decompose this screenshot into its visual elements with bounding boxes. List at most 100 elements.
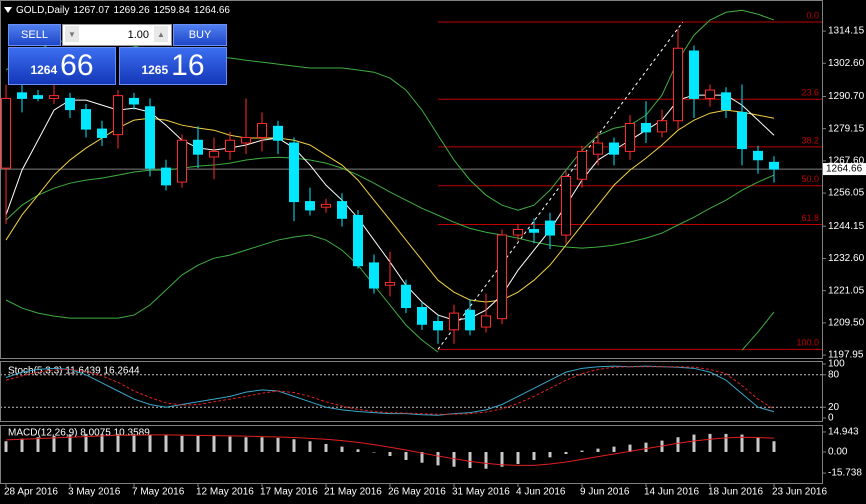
indicator-line [5,156,775,249]
lot-down[interactable]: ▼ [65,26,79,42]
candle-body [401,284,411,309]
header-high: 1269.26 [113,5,150,16]
candle-body [481,315,491,328]
candle-body [1,97,11,169]
histogram-bar [68,434,72,452]
y-tick-label: 1302.60 [828,58,865,69]
candle-body [129,97,139,105]
y-tick-label: 0.00 [828,447,848,458]
histogram-bar [148,434,152,452]
candle-body [657,120,667,133]
header-open: 1267.07 [73,5,110,16]
y-tick-label: 1209.50 [828,318,865,329]
histogram-bar [36,437,40,452]
candle-body [337,201,347,219]
histogram-bar [548,451,552,458]
x-tick-label: 28 Apr 2016 [4,487,58,498]
histogram-bar [724,433,728,452]
indicator-line [5,234,775,353]
plot-area [4,433,776,469]
buy-price[interactable]: 1265 16 [119,47,227,85]
candle-body [609,142,619,155]
sell-price[interactable]: 1264 66 [8,47,116,85]
candle-body [673,47,683,122]
x-tick-label: 3 May 2016 [68,487,121,498]
header: GOLD,Daily 1267.07 1269.26 1259.84 1264.66 [4,5,234,16]
candle-body [49,95,59,99]
histogram-bar [772,441,776,452]
histogram-bar [532,451,536,461]
histogram-bar [116,433,120,452]
candle-body [593,142,603,155]
histogram-bar [84,433,88,452]
x-tick-label: 4 Jun 2016 [516,487,566,498]
y-tick-label: 0 [828,413,834,424]
plot-area: 0.0 23.6 38.2 50.0 61.8 100.0 [1,9,822,353]
last-price-label: 1264.66 [826,164,863,175]
candle-body [433,320,443,331]
y-tick-label: 1314.15 [828,26,865,37]
histogram-bar [20,438,24,452]
x-tick-label: 31 May 2016 [452,487,510,498]
histogram-bar [260,437,264,452]
candle-body [769,161,779,170]
histogram-bar [340,446,344,452]
x-tick-label: 12 May 2016 [196,487,254,498]
y-tick-label: 80 [828,369,840,380]
histogram-bar [4,441,8,452]
histogram-bar [564,451,568,454]
candle-body [449,312,459,331]
candle-body [209,150,219,158]
histogram-bar [596,448,600,452]
candle-body [113,95,123,136]
histogram-bar [52,435,56,452]
header-low: 1259.84 [153,5,190,16]
candle-body [465,309,475,331]
histogram-bar [324,443,328,452]
histogram-bar [740,434,744,452]
candle-body [97,128,107,138]
histogram-bar [388,451,392,457]
histogram-bar [484,451,488,469]
fib-label: 50.0 [801,174,819,184]
candle-body [33,95,43,99]
sell-price-tail: 66 [60,49,94,82]
trendline [437,21,684,350]
candle-body [81,109,91,130]
histogram-bar [692,434,696,452]
histogram-bar [292,439,296,452]
candle-body [689,50,699,99]
candle-body [385,281,395,286]
histogram-bar [756,437,760,452]
histogram-bar [276,437,280,452]
candle-body [561,175,571,236]
candle-body [289,142,299,203]
candle-body [17,92,27,99]
lot-input[interactable]: 1.00 [62,24,172,46]
y-tick-label: 1197.95 [828,350,864,361]
candle-body [417,307,427,325]
y-tick-label: 1279.15 [828,123,865,134]
header-close: 1264.66 [193,5,230,16]
histogram-bar [628,444,632,452]
y-tick-label: 1267.60 [828,156,865,167]
buy-price-head: 1265 [141,63,169,77]
indicator-line [5,365,775,416]
candle-body [225,139,235,152]
candle-body [641,123,651,133]
histogram-bar [308,441,312,452]
main-frame [0,0,823,359]
candle-body [321,203,331,208]
candle-body [177,139,187,183]
buy-button[interactable]: BUY [173,24,227,46]
lot-up[interactable]: ▲ [154,26,168,42]
histogram-bar [404,451,408,461]
y-tick-label: 1244.15 [828,221,865,232]
sell-button[interactable]: SELL [8,24,61,46]
candle-body [161,167,171,186]
histogram-bar [580,450,584,452]
last-price-tag [823,163,866,176]
x-tick-label: 18 Jun 2016 [708,487,763,498]
histogram-bar [468,451,472,469]
histogram-bar [500,451,504,467]
